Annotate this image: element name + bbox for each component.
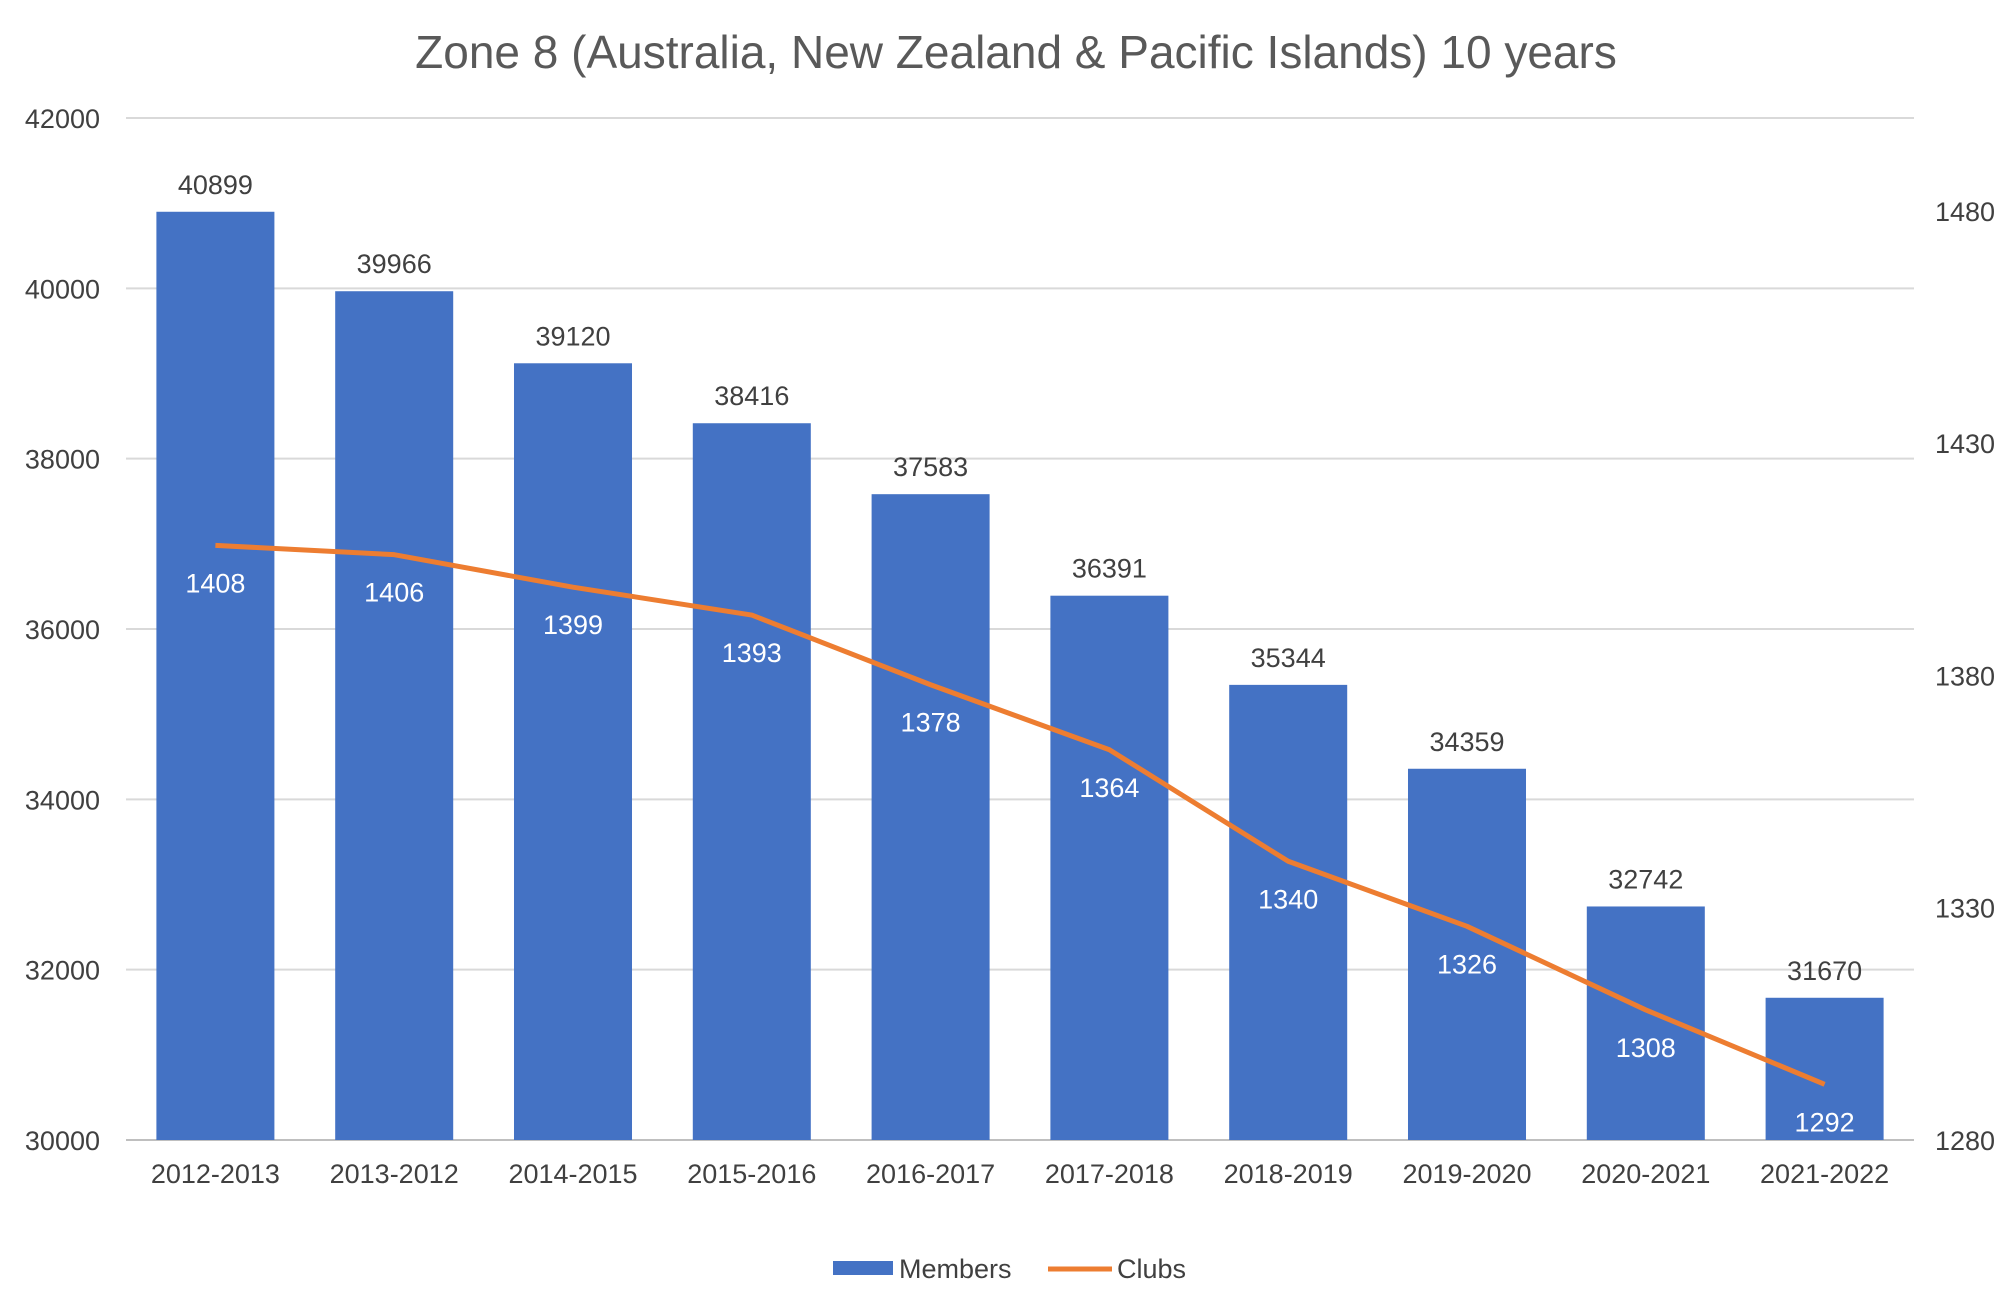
x-tick-label: 2013-2012 bbox=[330, 1159, 459, 1189]
y-left-tick-label: 38000 bbox=[25, 445, 100, 475]
y-left-tick-label: 30000 bbox=[25, 1126, 100, 1156]
bar-data-label: 34359 bbox=[1429, 727, 1504, 757]
bar-members bbox=[871, 494, 990, 1140]
y-right-tick-label: 1480 bbox=[1935, 197, 1995, 227]
x-tick-label: 2020-2021 bbox=[1581, 1159, 1710, 1189]
line-data-label: 1308 bbox=[1616, 1033, 1676, 1063]
bar-members bbox=[1229, 684, 1348, 1140]
bar-data-label: 39120 bbox=[535, 321, 610, 351]
bar-data-label: 40899 bbox=[178, 170, 253, 200]
legend-swatch-members bbox=[833, 1261, 893, 1275]
line-data-label: 1393 bbox=[722, 638, 782, 668]
x-tick-label: 2014-2015 bbox=[508, 1159, 637, 1189]
bar-members bbox=[1050, 595, 1169, 1140]
line-data-label: 1326 bbox=[1437, 949, 1497, 979]
y-left-tick-label: 42000 bbox=[25, 104, 100, 134]
line-clubs bbox=[215, 542, 1826, 1087]
x-tick-label: 2015-2016 bbox=[687, 1159, 816, 1189]
bar-members bbox=[513, 363, 633, 1140]
y-left-tick-label: 40000 bbox=[25, 274, 100, 304]
x-tick-label: 2017-2018 bbox=[1045, 1159, 1174, 1189]
x-tick-label: 2016-2017 bbox=[866, 1159, 995, 1189]
bar-data-label: 31670 bbox=[1787, 956, 1862, 986]
x-tick-label: 2018-2019 bbox=[1224, 1159, 1353, 1189]
line-data-label: 1364 bbox=[1079, 773, 1139, 803]
y-left-tick-label: 32000 bbox=[25, 956, 100, 986]
x-tick-label: 2012-2013 bbox=[151, 1159, 280, 1189]
line-data-label: 1378 bbox=[901, 708, 961, 738]
y-right-tick-label: 1330 bbox=[1935, 894, 1995, 924]
y-left-tick-label: 34000 bbox=[25, 785, 100, 815]
bar-data-label: 37583 bbox=[893, 452, 968, 482]
line-data-label: 1292 bbox=[1795, 1107, 1855, 1137]
legend: Members Clubs bbox=[833, 1254, 1186, 1284]
bar-members bbox=[335, 291, 454, 1140]
legend-label-clubs: Clubs bbox=[1117, 1254, 1186, 1284]
y-left-tick-label: 36000 bbox=[25, 615, 100, 645]
bar-members bbox=[1407, 768, 1527, 1140]
x-tick-label: 2021-2022 bbox=[1760, 1159, 1889, 1189]
bar-data-label: 32742 bbox=[1608, 864, 1683, 894]
line-data-label: 1399 bbox=[543, 610, 603, 640]
bar-members bbox=[1586, 906, 1705, 1140]
line-data-label: 1340 bbox=[1258, 884, 1318, 914]
bar-data-label: 38416 bbox=[714, 381, 789, 411]
bar-members bbox=[156, 211, 275, 1140]
bar-data-label: 39966 bbox=[357, 249, 432, 279]
y-right-tick-label: 1380 bbox=[1935, 661, 1995, 691]
bar-data-label: 36391 bbox=[1072, 554, 1147, 584]
y-right-tick-label: 1430 bbox=[1935, 429, 1995, 459]
legend-label-members: Members bbox=[899, 1254, 1012, 1284]
bar-data-label: 35344 bbox=[1251, 643, 1326, 673]
x-tick-label: 2019-2020 bbox=[1402, 1159, 1531, 1189]
line-data-label: 1408 bbox=[185, 568, 245, 598]
bar-members bbox=[692, 423, 811, 1141]
chart-title: Zone 8 (Australia, New Zealand & Pacific… bbox=[415, 26, 1617, 78]
y-right-tick-label: 1280 bbox=[1935, 1126, 1995, 1156]
line-data-label: 1406 bbox=[364, 578, 424, 608]
